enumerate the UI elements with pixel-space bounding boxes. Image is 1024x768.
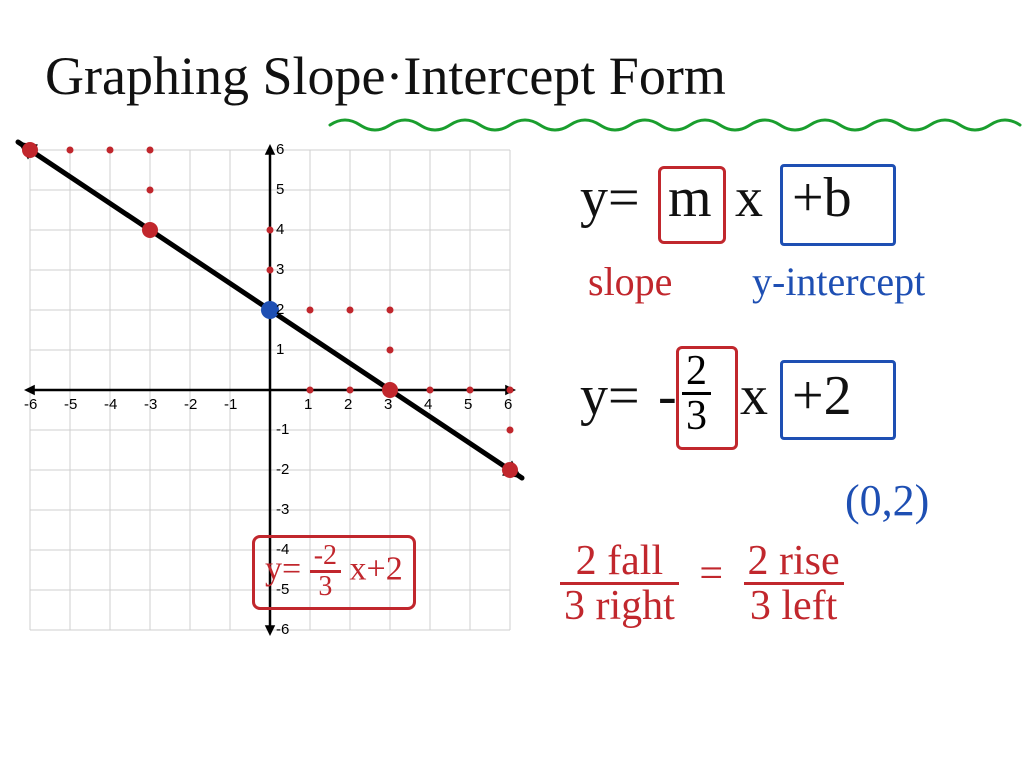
x-tick: -6 [24, 396, 37, 413]
x-tick: 2 [344, 396, 352, 413]
y-tick: 2 [276, 301, 284, 318]
x-tick: 5 [464, 396, 472, 413]
y-tick: -3 [276, 501, 289, 518]
y-tick: 3 [276, 261, 284, 278]
x-tick: -5 [64, 396, 77, 413]
y-tick: -6 [276, 621, 289, 638]
x-tick: 1 [304, 396, 312, 413]
y-tick: 5 [276, 181, 284, 198]
y-tick: 4 [276, 221, 284, 238]
x-tick: -3 [144, 396, 157, 413]
y-tick: -2 [276, 461, 289, 478]
x-tick: -4 [104, 396, 117, 413]
coordinate-grid [0, 0, 1024, 768]
x-tick: 3 [384, 396, 392, 413]
x-tick: -1 [224, 396, 237, 413]
graph-equation-fraction: -2 3 [310, 542, 341, 601]
y-tick: 6 [276, 141, 284, 158]
x-tick: 6 [504, 396, 512, 413]
y-tick: -1 [276, 421, 289, 438]
graph-equation-box: y= -2 3 x+2 [252, 535, 416, 610]
x-tick: 4 [424, 396, 432, 413]
x-tick: -2 [184, 396, 197, 413]
y-tick: 1 [276, 341, 284, 358]
whiteboard: { "title": "Graphing Slope·Intercept For… [0, 0, 1024, 768]
